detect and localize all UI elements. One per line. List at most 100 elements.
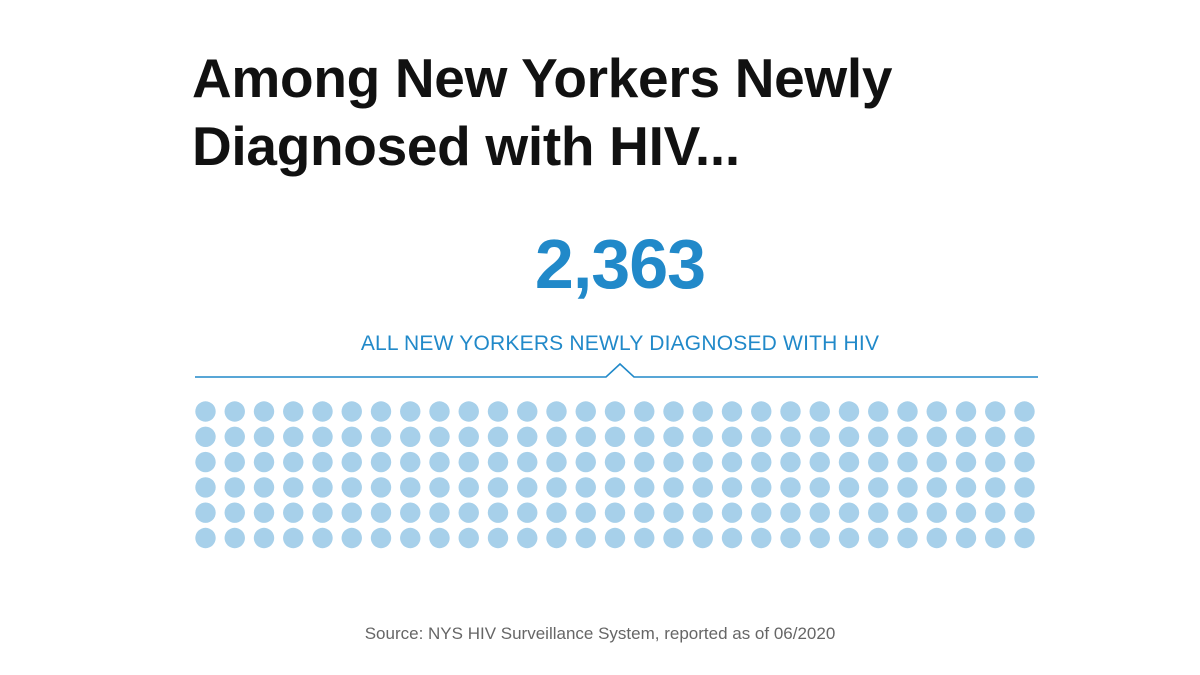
person-dot	[224, 477, 245, 498]
total-count-label: ALL NEW YORKERS NEWLY DIAGNOSED WITH HIV	[360, 332, 880, 355]
person-dot	[1014, 451, 1035, 473]
source-note: Source: NYS HIV Surveillance System, rep…	[364, 624, 836, 643]
person-dot	[868, 502, 889, 523]
person-dot	[751, 401, 772, 422]
person-dot	[926, 477, 947, 498]
person-dot	[809, 502, 830, 523]
person-dot	[253, 477, 275, 498]
person-dot	[312, 527, 333, 549]
person-dot	[692, 527, 713, 549]
person-dot	[985, 426, 1006, 447]
person-dot	[809, 451, 830, 473]
person-dot	[868, 527, 889, 549]
person-dot	[897, 426, 918, 447]
person-dot	[253, 426, 275, 447]
person-dot	[546, 477, 567, 498]
person-dot	[458, 527, 479, 549]
person-dot	[546, 426, 567, 447]
person-dot	[868, 477, 889, 498]
person-dot	[253, 527, 275, 549]
person-dot	[546, 401, 567, 422]
person-dot	[283, 401, 304, 422]
person-dot	[195, 401, 216, 422]
person-dot	[283, 426, 304, 447]
person-dot	[838, 502, 860, 523]
person-dot	[1014, 527, 1035, 549]
person-dot	[283, 477, 304, 498]
group-bracket	[195, 362, 1038, 378]
person-dot	[604, 401, 626, 422]
person-dot	[604, 527, 626, 549]
person-dot	[458, 502, 479, 523]
person-dot	[634, 477, 655, 498]
person-dot	[224, 527, 245, 549]
person-dot	[224, 401, 245, 422]
person-dot	[224, 451, 245, 473]
person-dot	[429, 477, 450, 498]
person-dot	[400, 401, 421, 422]
person-dot	[195, 477, 216, 498]
person-dot	[955, 477, 977, 498]
person-dot	[926, 502, 947, 523]
person-dot	[955, 451, 977, 473]
person-dot	[604, 426, 626, 447]
person-dot	[370, 401, 392, 422]
person-dot	[1014, 477, 1035, 498]
person-dot	[429, 401, 450, 422]
person-dot	[400, 451, 421, 473]
person-dot	[487, 451, 509, 473]
person-dot	[370, 426, 392, 447]
person-dot	[721, 527, 743, 549]
person-dot	[663, 477, 684, 498]
person-dot	[458, 401, 479, 422]
person-dot	[370, 451, 392, 473]
person-dot	[721, 477, 743, 498]
person-dot	[341, 451, 362, 473]
person-dot	[429, 502, 450, 523]
person-dot	[985, 502, 1006, 523]
person-dot	[692, 477, 713, 498]
person-dot	[283, 527, 304, 549]
person-dot	[575, 477, 596, 498]
person-dot	[195, 527, 216, 549]
person-dot	[897, 502, 918, 523]
person-dot	[517, 401, 538, 422]
person-dot	[897, 477, 918, 498]
person-dot	[546, 451, 567, 473]
person-dot	[224, 426, 245, 447]
person-dot	[751, 477, 772, 498]
person-dot	[195, 502, 216, 523]
person-dot	[400, 477, 421, 498]
person-dot	[575, 401, 596, 422]
person-dot	[780, 477, 801, 498]
person-dot	[517, 502, 538, 523]
person-dot	[780, 426, 801, 447]
person-dot	[195, 426, 216, 447]
person-dot	[634, 502, 655, 523]
person-dot	[429, 527, 450, 549]
person-dot	[663, 401, 684, 422]
person-dot	[283, 451, 304, 473]
person-dot	[224, 502, 245, 523]
person-dot	[575, 502, 596, 523]
person-dot	[780, 401, 801, 422]
person-dot	[985, 477, 1006, 498]
person-dot	[985, 527, 1006, 549]
person-dot	[926, 401, 947, 422]
person-dot	[312, 401, 333, 422]
person-dot	[780, 502, 801, 523]
person-dot	[868, 451, 889, 473]
person-dot	[838, 401, 860, 422]
person-dot	[663, 426, 684, 447]
person-dot	[721, 451, 743, 473]
person-dot	[634, 527, 655, 549]
person-dot	[487, 527, 509, 549]
person-dot	[517, 426, 538, 447]
person-dot	[487, 477, 509, 498]
person-dot	[604, 451, 626, 473]
person-dot	[751, 451, 772, 473]
person-dot	[721, 502, 743, 523]
person-dot	[955, 527, 977, 549]
person-dot	[517, 527, 538, 549]
